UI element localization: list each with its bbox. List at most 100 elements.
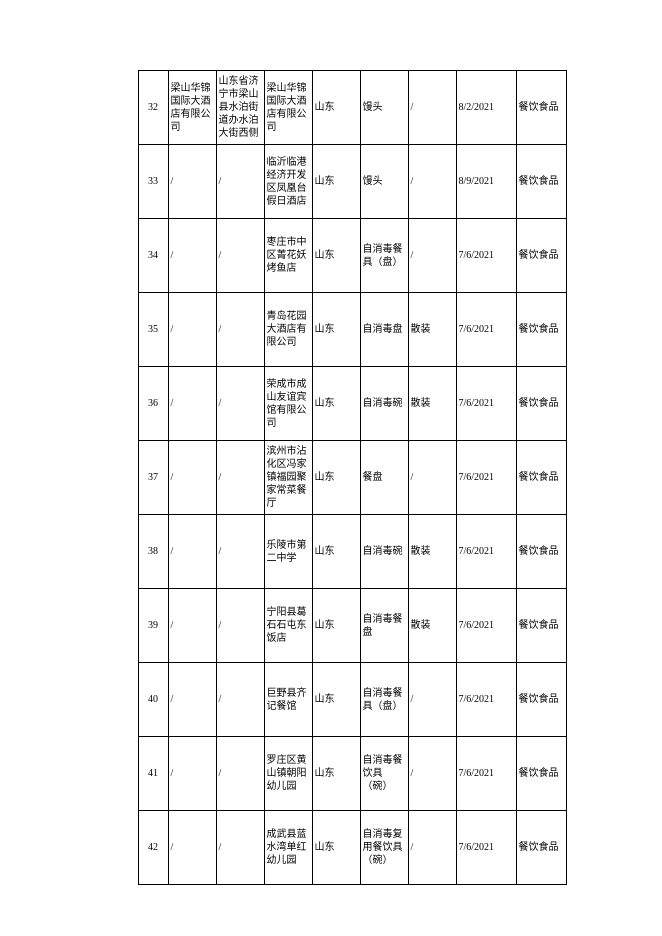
cell-col4: 荣成市成山友谊宾馆有限公司 bbox=[264, 367, 312, 441]
cell-col8: 8/2/2021 bbox=[456, 71, 516, 145]
cell-col8: 7/6/2021 bbox=[456, 515, 516, 589]
cell-col3: / bbox=[216, 663, 264, 737]
cell-col3: / bbox=[216, 145, 264, 219]
cell-index: 39 bbox=[138, 589, 168, 663]
cell-col8: 7/6/2021 bbox=[456, 219, 516, 293]
cell-col4: 罗庄区黄山镇朝阳幼儿园 bbox=[264, 737, 312, 811]
cell-col3: / bbox=[216, 367, 264, 441]
cell-col8: 7/6/2021 bbox=[456, 367, 516, 441]
cell-col6: 自消毒餐具（盘） bbox=[360, 219, 408, 293]
table-row: 33//临沂临港经济开发区凤凰台假日酒店山东馒头/8/9/2021餐饮食品 bbox=[138, 145, 566, 219]
table-row: 37//滨州市沾化区冯家镇福园聚家常菜餐厅山东餐盘/7/6/2021餐饮食品 bbox=[138, 441, 566, 515]
cell-col9: 餐饮食品 bbox=[516, 441, 566, 515]
cell-col9: 餐饮食品 bbox=[516, 737, 566, 811]
cell-col5: 山东 bbox=[312, 219, 360, 293]
cell-col7: / bbox=[408, 219, 456, 293]
cell-index: 32 bbox=[138, 71, 168, 145]
cell-col2: 梁山华锦国际大酒店有限公司 bbox=[168, 71, 216, 145]
table-row: 39//宁阳县葛石石屯东饭店山东自消毒餐盘散装7/6/2021餐饮食品 bbox=[138, 589, 566, 663]
table-row: 34//枣庄市中区菁花妖烤鱼店山东自消毒餐具（盘）/7/6/2021餐饮食品 bbox=[138, 219, 566, 293]
cell-index: 37 bbox=[138, 441, 168, 515]
cell-col2: / bbox=[168, 441, 216, 515]
cell-col7: / bbox=[408, 145, 456, 219]
table-row: 35//青岛花园大酒店有限公司山东自消毒盘散装7/6/2021餐饮食品 bbox=[138, 293, 566, 367]
cell-col4: 成武县蓝水湾单红幼儿园 bbox=[264, 811, 312, 885]
data-table: 32梁山华锦国际大酒店有限公司山东省济宁市梁山县水泊街道办水泊大街西侧梁山华锦国… bbox=[138, 70, 567, 885]
cell-col4: 梁山华锦国际大酒店有限公司 bbox=[264, 71, 312, 145]
cell-col4: 枣庄市中区菁花妖烤鱼店 bbox=[264, 219, 312, 293]
cell-col5: 山东 bbox=[312, 367, 360, 441]
cell-col6: 自消毒碗 bbox=[360, 367, 408, 441]
cell-col9: 餐饮食品 bbox=[516, 367, 566, 441]
cell-col7: / bbox=[408, 71, 456, 145]
cell-col6: 自消毒餐饮具（碗） bbox=[360, 737, 408, 811]
table-row: 41//罗庄区黄山镇朝阳幼儿园山东自消毒餐饮具（碗）/7/6/2021餐饮食品 bbox=[138, 737, 566, 811]
cell-col6: 馒头 bbox=[360, 145, 408, 219]
cell-col2: / bbox=[168, 811, 216, 885]
cell-col4: 宁阳县葛石石屯东饭店 bbox=[264, 589, 312, 663]
cell-col6: 自消毒盘 bbox=[360, 293, 408, 367]
cell-col2: / bbox=[168, 737, 216, 811]
cell-col4: 临沂临港经济开发区凤凰台假日酒店 bbox=[264, 145, 312, 219]
cell-col4: 乐陵市第二中学 bbox=[264, 515, 312, 589]
cell-col6: 自消毒碗 bbox=[360, 515, 408, 589]
cell-col5: 山东 bbox=[312, 145, 360, 219]
cell-index: 40 bbox=[138, 663, 168, 737]
cell-col2: / bbox=[168, 145, 216, 219]
cell-col5: 山东 bbox=[312, 663, 360, 737]
cell-index: 41 bbox=[138, 737, 168, 811]
cell-index: 42 bbox=[138, 811, 168, 885]
cell-col5: 山东 bbox=[312, 589, 360, 663]
cell-col5: 山东 bbox=[312, 441, 360, 515]
cell-col7: / bbox=[408, 811, 456, 885]
cell-col7: / bbox=[408, 663, 456, 737]
cell-col3: / bbox=[216, 811, 264, 885]
cell-col3: / bbox=[216, 515, 264, 589]
document-page: 32梁山华锦国际大酒店有限公司山东省济宁市梁山县水泊街道办水泊大街西侧梁山华锦国… bbox=[96, 0, 567, 885]
cell-col2: / bbox=[168, 293, 216, 367]
cell-col6: 自消毒餐具（盘） bbox=[360, 663, 408, 737]
cell-col9: 餐饮食品 bbox=[516, 589, 566, 663]
cell-col8: 7/6/2021 bbox=[456, 811, 516, 885]
cell-col7: 散装 bbox=[408, 515, 456, 589]
cell-col5: 山东 bbox=[312, 811, 360, 885]
table-row: 42//成武县蓝水湾单红幼儿园山东自消毒复用餐饮具（碗）/7/6/2021餐饮食… bbox=[138, 811, 566, 885]
cell-col5: 山东 bbox=[312, 737, 360, 811]
cell-col3: / bbox=[216, 589, 264, 663]
table-row: 40//巨野县齐记餐馆山东自消毒餐具（盘）/7/6/2021餐饮食品 bbox=[138, 663, 566, 737]
cell-col5: 山东 bbox=[312, 515, 360, 589]
cell-col7: / bbox=[408, 737, 456, 811]
table-row: 32梁山华锦国际大酒店有限公司山东省济宁市梁山县水泊街道办水泊大街西侧梁山华锦国… bbox=[138, 71, 566, 145]
cell-col2: / bbox=[168, 663, 216, 737]
cell-col9: 餐饮食品 bbox=[516, 663, 566, 737]
cell-col9: 餐饮食品 bbox=[516, 219, 566, 293]
cell-col9: 餐饮食品 bbox=[516, 71, 566, 145]
cell-col6: 馒头 bbox=[360, 71, 408, 145]
cell-col8: 8/9/2021 bbox=[456, 145, 516, 219]
cell-index: 33 bbox=[138, 145, 168, 219]
cell-index: 36 bbox=[138, 367, 168, 441]
cell-col3: / bbox=[216, 219, 264, 293]
cell-col3: / bbox=[216, 737, 264, 811]
cell-col8: 7/6/2021 bbox=[456, 663, 516, 737]
cell-col6: 自消毒餐盘 bbox=[360, 589, 408, 663]
cell-col2: / bbox=[168, 219, 216, 293]
cell-col6: 自消毒复用餐饮具（碗） bbox=[360, 811, 408, 885]
cell-col8: 7/6/2021 bbox=[456, 441, 516, 515]
cell-col7: 散装 bbox=[408, 367, 456, 441]
cell-col4: 巨野县齐记餐馆 bbox=[264, 663, 312, 737]
cell-col3: / bbox=[216, 293, 264, 367]
cell-col6: 餐盘 bbox=[360, 441, 408, 515]
cell-col4: 青岛花园大酒店有限公司 bbox=[264, 293, 312, 367]
cell-col5: 山东 bbox=[312, 293, 360, 367]
cell-col3: / bbox=[216, 441, 264, 515]
cell-col9: 餐饮食品 bbox=[516, 145, 566, 219]
cell-col7: / bbox=[408, 441, 456, 515]
cell-col2: / bbox=[168, 515, 216, 589]
cell-index: 35 bbox=[138, 293, 168, 367]
table-row: 36//荣成市成山友谊宾馆有限公司山东自消毒碗散装7/6/2021餐饮食品 bbox=[138, 367, 566, 441]
cell-col5: 山东 bbox=[312, 71, 360, 145]
cell-col3: 山东省济宁市梁山县水泊街道办水泊大街西侧 bbox=[216, 71, 264, 145]
cell-col8: 7/6/2021 bbox=[456, 293, 516, 367]
cell-col7: 散装 bbox=[408, 589, 456, 663]
